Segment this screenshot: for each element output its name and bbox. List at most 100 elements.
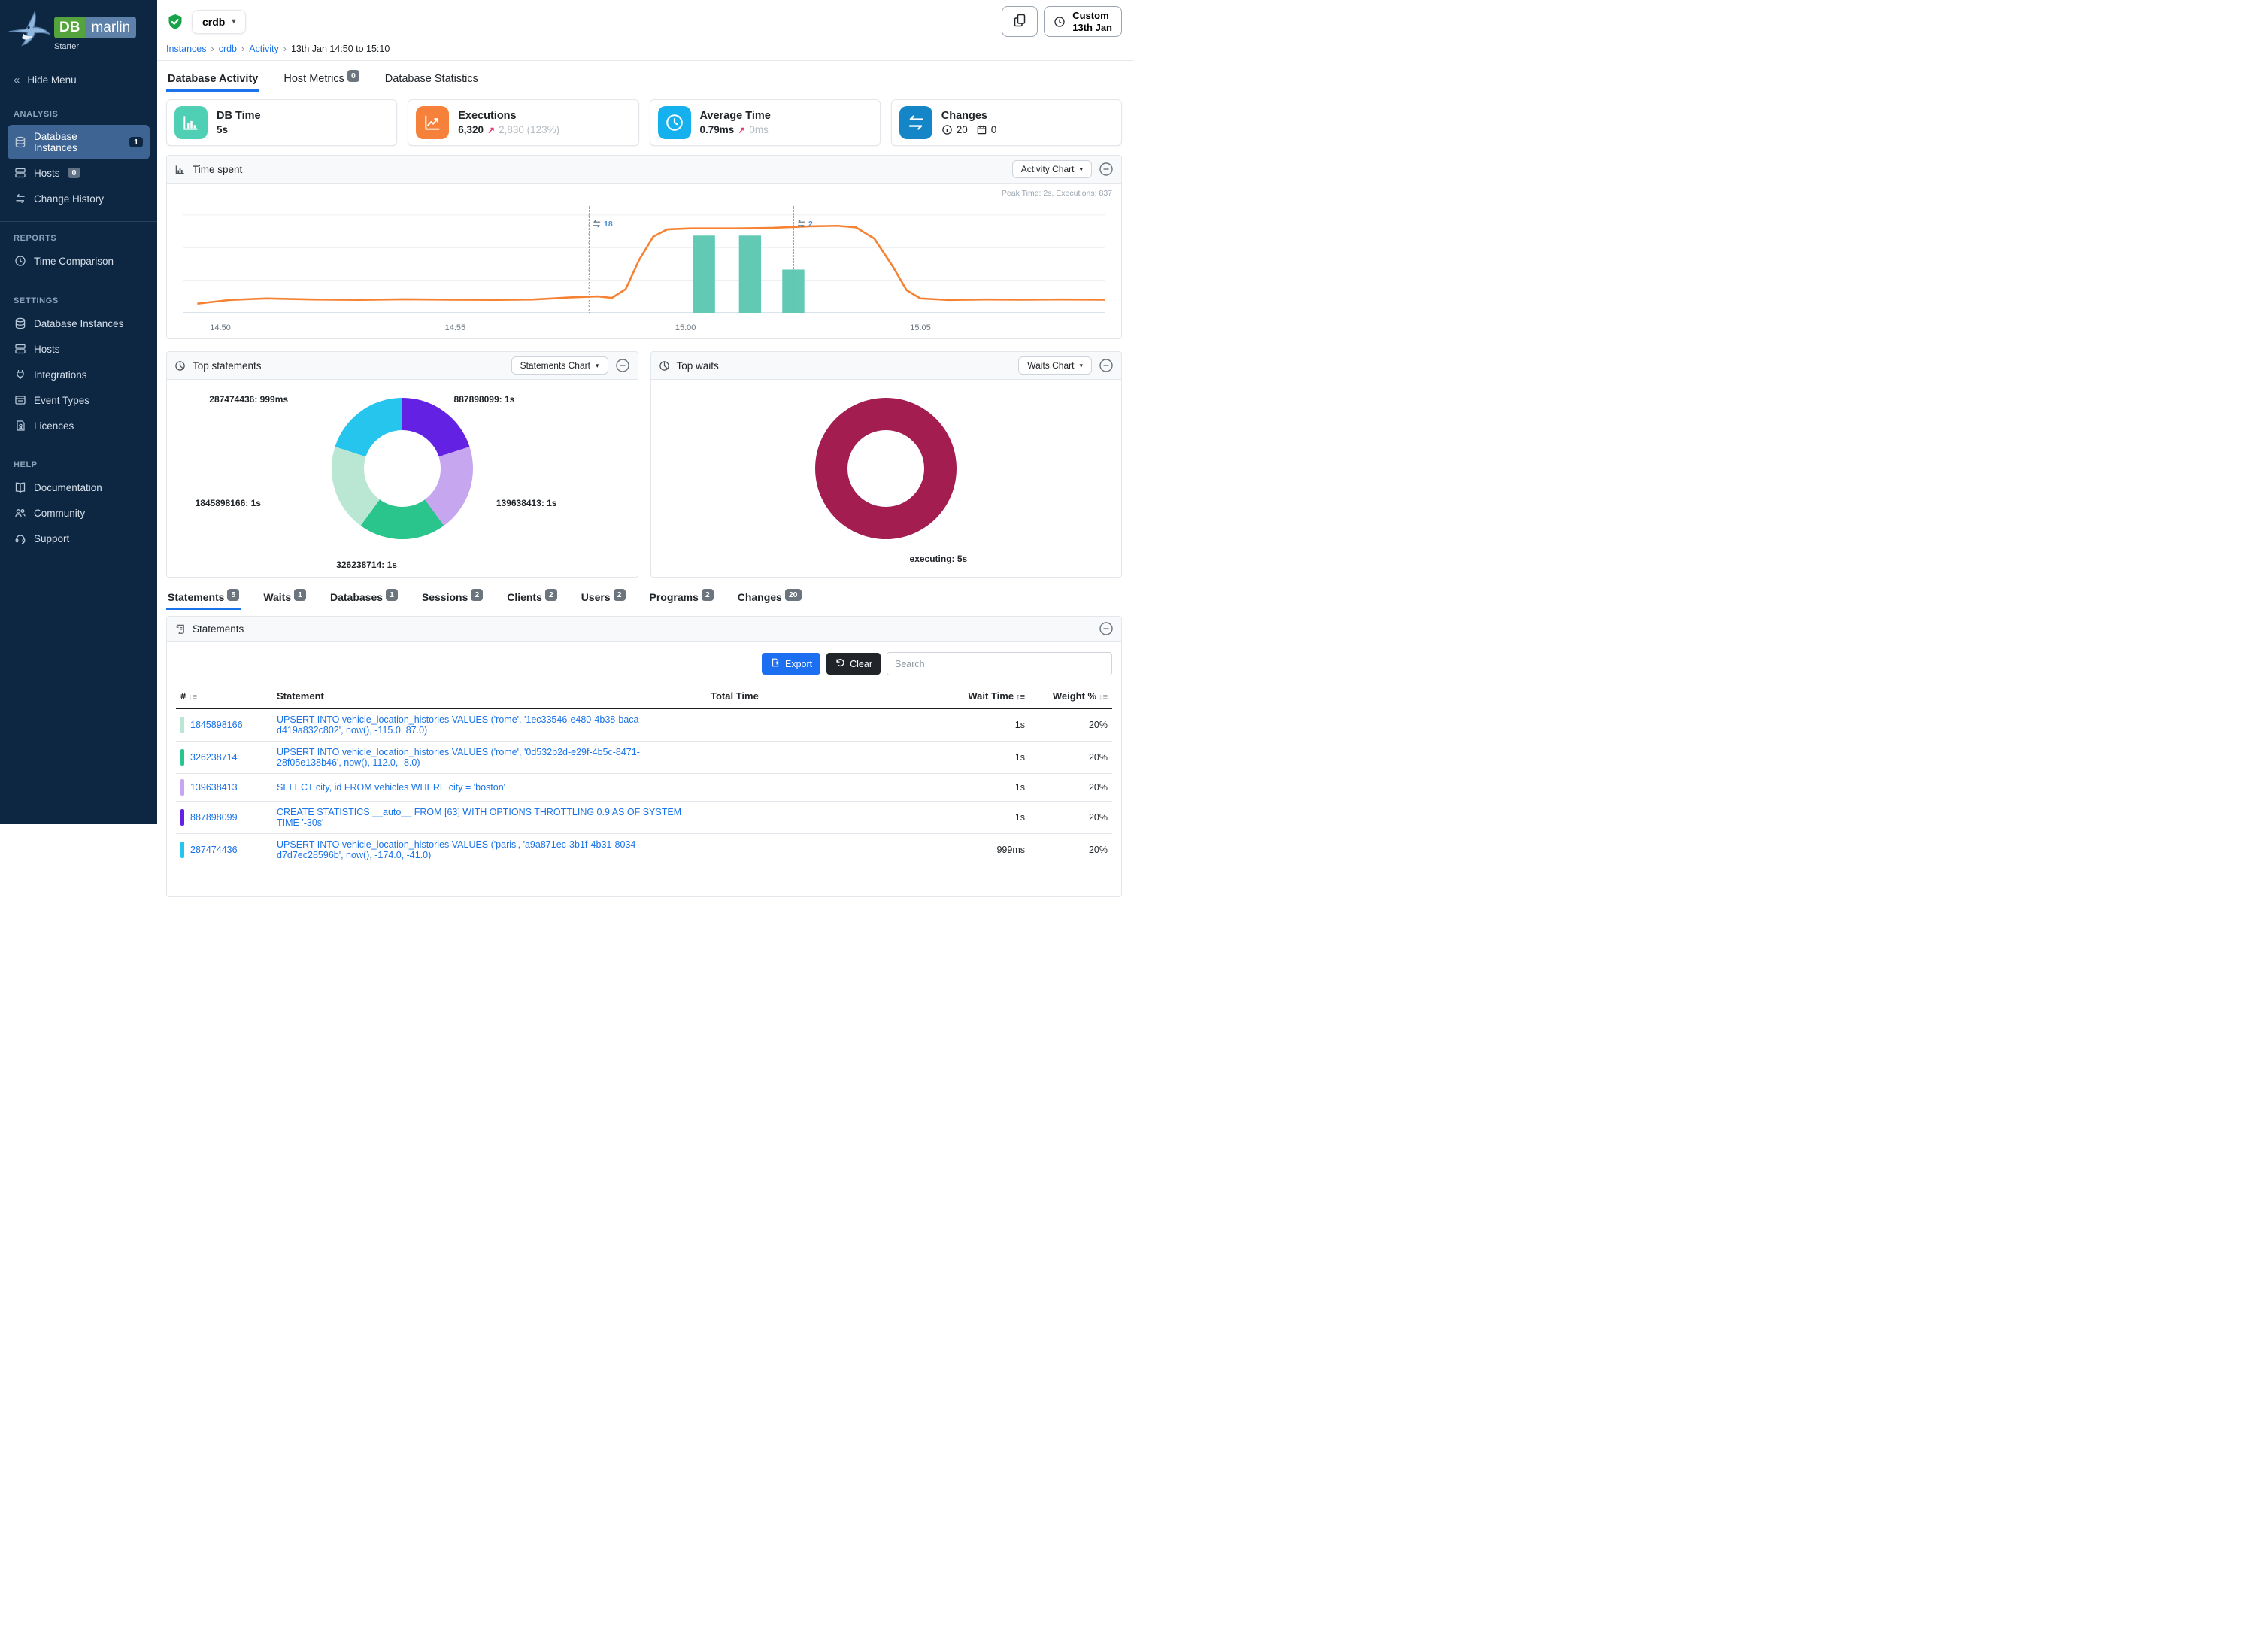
plug-icon (14, 369, 26, 381)
detail-tab-databases[interactable]: Databases 1 (329, 587, 399, 610)
search-input[interactable] (887, 652, 1112, 676)
sidebar-item-community[interactable]: Community (8, 501, 150, 525)
breadcrumb-activity[interactable]: Activity (249, 44, 279, 55)
column-header-weight-[interactable]: Weight % ↓≡ (1029, 684, 1112, 710)
sidebar-item-time-comparison[interactable]: Time Comparison (8, 249, 150, 273)
top-waits-title: Top waits (676, 359, 719, 372)
waits-donut-chart[interactable]: executing: 5s (651, 380, 1122, 577)
sidebar-item-label: Change History (34, 193, 105, 205)
detail-tab-sessions[interactable]: Sessions 2 (420, 587, 484, 610)
executions-bar (738, 235, 762, 314)
breadcrumb-13th-jan-14-50-to-15-10: 13th Jan 14:50 to 15:10 (290, 44, 390, 55)
instance-selector-button[interactable]: crdb ▾ (192, 9, 247, 34)
statement-id-link[interactable]: 139638413 (180, 779, 268, 796)
time-range-button[interactable]: Custom 13th Jan (1044, 6, 1122, 38)
sidebar-item-licences[interactable]: Licences (8, 414, 150, 438)
detail-tabs: Statements 5 Waits 1 Databases 1 Sessions 2 … (157, 578, 1134, 610)
hide-menu-button[interactable]: « Hide Menu (0, 62, 157, 98)
statement-id-link[interactable]: 326238714 (180, 749, 268, 766)
statement-text-link[interactable]: CREATE STATISTICS __auto__ FROM [63] WIT… (277, 807, 682, 829)
count-badge: 2 (613, 589, 626, 602)
column-header--[interactable]: # ↓≡ (176, 684, 272, 710)
activity-chart[interactable]: Peak Time: 2s, Executions: 837 18 2 14:5… (167, 184, 1121, 338)
hide-menu-label: Hide Menu (27, 74, 77, 86)
sidebar-item-label: Support (34, 532, 70, 544)
sidebar-section-reports: REPORTS Time Comparison (0, 221, 157, 284)
sidebar-item-database-instances[interactable]: Database Instances (8, 311, 150, 335)
column-header-statement[interactable]: Statement (272, 684, 706, 710)
breadcrumb-crdb[interactable]: crdb (218, 44, 238, 55)
sidebar-item-support[interactable]: Support (8, 526, 150, 551)
donut-ring[interactable] (331, 398, 473, 540)
collapse-panel-icon[interactable] (1099, 162, 1114, 177)
statement-text-link[interactable]: UPSERT INTO vehicle_location_histories V… (277, 714, 642, 736)
clear-button[interactable]: Clear (826, 653, 881, 675)
kpi-title: Executions (458, 110, 517, 123)
weight-value: 20% (1029, 773, 1112, 802)
detail-tab-users[interactable]: Users 2 (580, 587, 627, 610)
statement-row: 887898099 CREATE STATISTICS __auto__ FRO… (176, 801, 1112, 835)
sidebar-item-change-history[interactable]: Change History (8, 187, 150, 211)
statement-row: 326238714 UPSERT INTO vehicle_location_h… (176, 741, 1112, 775)
tab-database-activity[interactable]: Database Activity (166, 68, 259, 92)
waits-chart-select[interactable]: Waits Chart ▾ (1018, 356, 1092, 375)
kpi-value: 6,320 ↗ 2,830 (123%) (458, 124, 560, 136)
wait-time-value: 999ms (887, 833, 1029, 867)
count-badge: 1 (386, 589, 398, 602)
breadcrumb-separator: › (241, 44, 245, 55)
sidebar-section-analysis: ANALYSIS Database Instances 1 Hosts 0 Ch… (0, 98, 157, 221)
column-header-wait-time[interactable]: Wait Time ↑≡ (887, 684, 1029, 710)
headset-icon (14, 532, 26, 544)
statements-donut-chart[interactable]: 887898099: 1s 139638413: 1s 326238714: 1s 1… (167, 380, 638, 577)
kpi-row: DB Time 5s Executions 6,320 ↗ 2,830 (123… (157, 92, 1134, 149)
change-annotation-marker[interactable]: 2 (793, 206, 813, 314)
activity-chart-select[interactable]: Activity Chart ▾ (1011, 160, 1092, 179)
statement-id-link[interactable]: 1845898166 (180, 717, 268, 734)
wait-time-value: 1s (887, 773, 1029, 802)
breadcrumb-separator: › (283, 44, 287, 55)
breadcrumb-separator: › (211, 44, 214, 55)
kpi-card-executions[interactable]: Executions 6,320 ↗ 2,830 (123%) (408, 99, 639, 147)
sidebar-item-event-types[interactable]: Event Types (8, 388, 150, 412)
donut-ring[interactable] (815, 398, 957, 540)
sidebar-item-integrations[interactable]: Integrations (8, 362, 150, 387)
statement-text-link[interactable]: UPSERT INTO vehicle_location_histories V… (277, 747, 640, 769)
kpi-card-db-time[interactable]: DB Time 5s (166, 99, 398, 147)
kpi-card-average-time[interactable]: Average Time 0.79ms ↗ 0ms (649, 99, 881, 147)
collapse-panel-icon[interactable] (1099, 621, 1114, 636)
column-header-total-time[interactable]: Total Time (706, 684, 887, 710)
statement-text-link[interactable]: SELECT city, id FROM vehicles WHERE city… (277, 782, 506, 793)
change-annotation-marker[interactable]: 18 (589, 206, 613, 314)
export-button[interactable]: Export (761, 653, 821, 675)
collapse-panel-icon[interactable] (1099, 358, 1114, 373)
detail-tab-waits[interactable]: Waits 1 (262, 587, 308, 610)
copy-icon (1012, 13, 1027, 30)
tab-host-metrics[interactable]: Host Metrics 0 (282, 68, 360, 92)
sidebar-section-label: REPORTS (14, 234, 57, 243)
breadcrumb-instances[interactable]: Instances (166, 44, 207, 55)
detail-tab-changes[interactable]: Changes 20 (736, 587, 803, 610)
sidebar-item-hosts[interactable]: Hosts (8, 337, 150, 361)
sidebar-item-documentation[interactable]: Documentation (8, 475, 150, 499)
statement-id-link[interactable]: 887898099 (180, 809, 268, 827)
calendar-icon (976, 124, 987, 135)
detail-tab-clients[interactable]: Clients 2 (505, 587, 559, 610)
time-spent-panel: Time spent Activity Chart ▾ Peak Time: 2… (166, 155, 1122, 340)
sidebar-item-hosts[interactable]: Hosts 0 (8, 161, 150, 185)
tab-database-statistics[interactable]: Database Statistics (384, 73, 478, 86)
activity-chart-svg (183, 206, 1105, 314)
statements-chart-select[interactable]: Statements Chart ▾ (511, 356, 608, 375)
kpi-card-changes[interactable]: Changes 20 0 (890, 99, 1122, 147)
collapse-panel-icon[interactable] (615, 358, 630, 373)
brand-marlin: marlin (85, 17, 137, 38)
statement-id-link[interactable]: 287474436 (180, 842, 268, 859)
count-badge: 2 (544, 589, 557, 602)
detail-tab-programs[interactable]: Programs 2 (648, 587, 715, 610)
copy-button[interactable] (1002, 6, 1038, 38)
detail-tab-statements[interactable]: Statements 5 (166, 587, 241, 610)
time-spent-title: Time spent (193, 163, 243, 175)
count-badge: 20 (784, 589, 802, 602)
statement-text-link[interactable]: UPSERT INTO vehicle_location_histories V… (277, 839, 639, 861)
x-axis-tick: 14:55 (444, 323, 466, 333)
sidebar-item-database-instances[interactable]: Database Instances 1 (8, 125, 150, 159)
